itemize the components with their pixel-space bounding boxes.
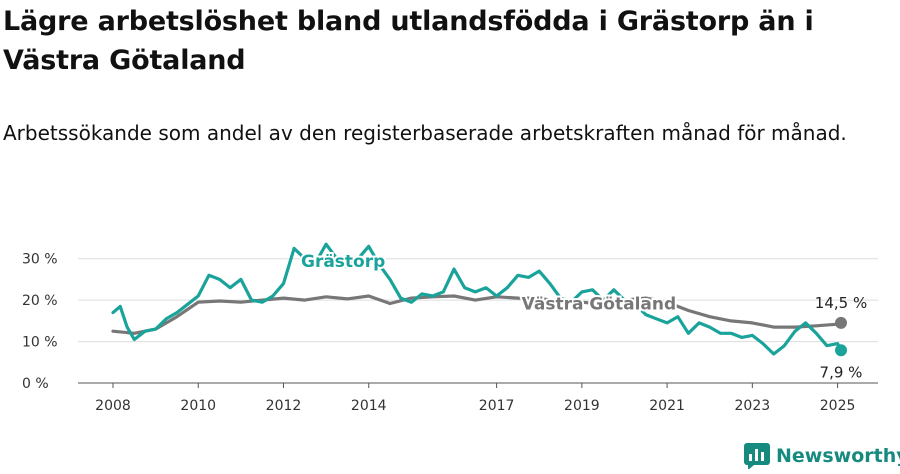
chart-subtitle: Arbetssökande som andel av den registerb… [3,121,847,145]
series-line [111,242,843,356]
brand-name: Newsworthy [776,445,900,467]
series-annotation: Västra Götaland [522,294,677,314]
x-tick-label: 2010 [180,398,216,414]
newsworthy-logo-icon [744,443,770,469]
series-line [111,294,843,335]
annotations: 14,5 % 7,9 % Grästorp Västra Götaland [299,250,867,381]
end-value-label: 14,5 % [815,294,867,312]
y-tick-label: 20 % [22,293,58,309]
x-tick-label: 2025 [820,398,856,414]
series-annotation: Grästorp [301,252,385,272]
x-tick-label: 2014 [351,398,387,414]
y-axis: 0 % 10 % 20 % 30 % [22,252,58,392]
end-point-marker [835,344,847,357]
series-lines [111,242,847,357]
x-tick-label: 2017 [479,398,515,414]
x-axis: 2008 2010 2012 2014 2017 2019 2021 2023 2025 [78,382,878,414]
x-tick-label: 2012 [266,398,302,414]
x-tick-label: 2008 [95,398,131,414]
y-tick-label: 30 % [22,252,58,268]
chart-title: Lägre arbetslöshet bland utlandsfödda i … [3,6,814,76]
y-tick-label: 0 % [22,376,49,392]
gridlines [78,258,878,384]
x-tick-label: 2023 [735,398,771,414]
x-tick-label: 2019 [564,398,600,414]
x-tick-label: 2021 [649,398,685,414]
end-point-marker [835,316,847,329]
y-tick-label: 10 % [22,335,58,351]
end-value-label: 7,9 % [820,363,863,381]
brand-logo: Newsworthy [744,442,900,470]
